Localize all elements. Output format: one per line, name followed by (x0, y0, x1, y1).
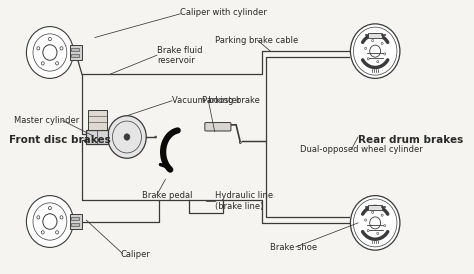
Ellipse shape (367, 58, 369, 60)
FancyBboxPatch shape (71, 54, 79, 57)
Ellipse shape (367, 230, 369, 232)
Text: Caliper: Caliper (120, 250, 150, 259)
Ellipse shape (370, 217, 381, 229)
Ellipse shape (43, 45, 57, 60)
Ellipse shape (377, 232, 379, 235)
Text: Parking brake cable: Parking brake cable (215, 36, 298, 45)
Ellipse shape (384, 225, 386, 227)
Ellipse shape (350, 24, 400, 78)
Text: Parking brake: Parking brake (202, 96, 260, 105)
Text: Master cylinder: Master cylinder (14, 116, 79, 125)
Text: Vacuum booster: Vacuum booster (172, 96, 240, 105)
Text: Brake shoe: Brake shoe (270, 243, 318, 252)
Ellipse shape (37, 47, 40, 50)
Ellipse shape (377, 61, 379, 63)
Ellipse shape (372, 211, 374, 213)
FancyBboxPatch shape (71, 217, 79, 220)
Ellipse shape (48, 206, 51, 210)
Ellipse shape (60, 47, 63, 50)
Ellipse shape (372, 39, 374, 42)
Ellipse shape (43, 214, 57, 229)
Ellipse shape (55, 231, 59, 234)
FancyBboxPatch shape (86, 130, 108, 144)
Ellipse shape (48, 38, 51, 41)
FancyBboxPatch shape (368, 205, 382, 210)
Text: Front disc brakes: Front disc brakes (9, 135, 111, 145)
Ellipse shape (370, 45, 381, 57)
FancyBboxPatch shape (205, 122, 231, 131)
Text: Brake fluid
reservoir: Brake fluid reservoir (157, 45, 202, 65)
Ellipse shape (239, 141, 241, 143)
Text: Dual-opposed wheel cylinder: Dual-opposed wheel cylinder (300, 145, 423, 154)
Ellipse shape (365, 219, 366, 221)
Ellipse shape (384, 53, 386, 55)
FancyBboxPatch shape (71, 48, 79, 51)
Text: Caliper with cylinder: Caliper with cylinder (181, 8, 267, 18)
Ellipse shape (41, 231, 44, 234)
Ellipse shape (108, 116, 146, 158)
Ellipse shape (37, 216, 40, 219)
Ellipse shape (365, 47, 366, 49)
Text: Hydraulic line
(brake line): Hydraulic line (brake line) (215, 191, 273, 211)
Ellipse shape (55, 62, 59, 65)
FancyBboxPatch shape (70, 45, 82, 60)
Ellipse shape (27, 196, 73, 247)
Ellipse shape (381, 42, 383, 44)
FancyBboxPatch shape (368, 33, 382, 38)
Ellipse shape (27, 27, 73, 78)
FancyBboxPatch shape (71, 223, 79, 226)
Text: Rear drum brakes: Rear drum brakes (358, 135, 463, 145)
Ellipse shape (41, 62, 44, 65)
Ellipse shape (381, 214, 383, 216)
Ellipse shape (60, 216, 63, 219)
Ellipse shape (350, 196, 400, 250)
FancyBboxPatch shape (70, 214, 82, 229)
Ellipse shape (124, 134, 130, 140)
Text: Brake pedal: Brake pedal (142, 191, 192, 200)
FancyBboxPatch shape (88, 110, 107, 130)
Ellipse shape (155, 136, 156, 138)
